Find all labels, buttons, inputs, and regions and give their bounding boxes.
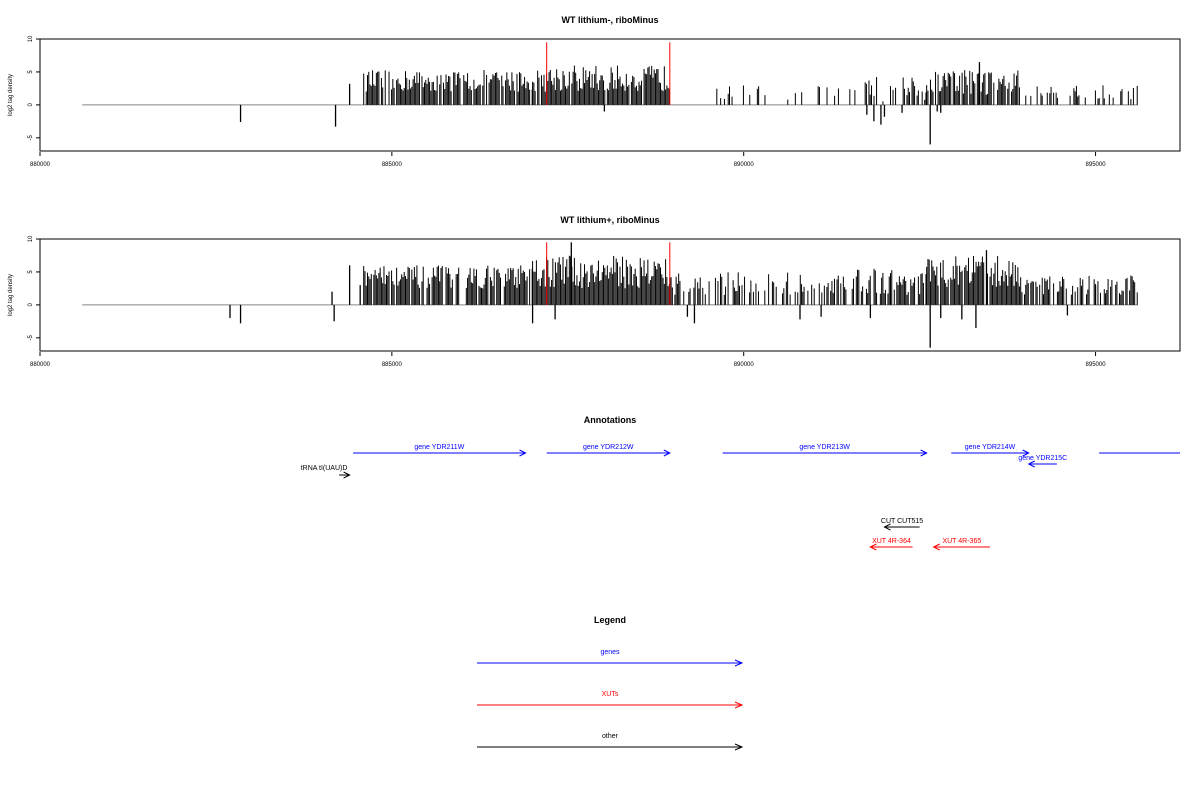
legend-title: Legend (594, 615, 626, 625)
axes: 880000 885000 890000 895000 -5 0 5 10 (28, 35, 1106, 168)
x-tick-label: 885000 (382, 162, 403, 168)
legend-entry: XUTs (477, 691, 744, 709)
x-tick-label: 880000 (30, 362, 51, 368)
arrow-head-right (663, 449, 671, 457)
plot-frame (39, 238, 1181, 352)
y-tick-label: 10 (28, 35, 34, 42)
y-tick-label: 10 (28, 235, 34, 242)
legend-entry: genes (477, 649, 744, 667)
panel-title: WT lithium+, riboMinus (560, 215, 659, 225)
y-tick-label: -5 (28, 334, 34, 340)
y-axis-label: log2 tag density (8, 274, 14, 316)
legend-entries: genes XUTs other (477, 649, 744, 751)
track-panel-lithium-plus: WT lithium+, riboMinus log2 tag density … (8, 215, 1181, 368)
annotation-feature: XUT 4R-364 (869, 538, 913, 551)
annotation-feature: XUT 4R-365 (932, 538, 990, 551)
arrow-head-left (869, 543, 877, 551)
feature-label: XUT 4R-364 (872, 538, 911, 545)
y-axis-label: log2 tag density (8, 74, 14, 116)
annotation-feature: tRNA tI(UAU)D (301, 465, 351, 479)
x-tick-label: 885000 (382, 362, 403, 368)
annotation-feature: CUT CUT515 (881, 518, 923, 531)
annotation-track: Annotations gene YDR211W gene YDR212W gene… (301, 415, 1180, 551)
arrow-head-right (734, 659, 744, 667)
feature-label: CUT CUT515 (881, 518, 923, 525)
x-tick-label: 895000 (1086, 362, 1107, 368)
x-tick-label: 890000 (734, 362, 755, 368)
y-tick-label: 5 (28, 270, 34, 274)
legend-entry: other (477, 733, 744, 751)
arrow-head-left (883, 523, 891, 531)
arrow-head-right (734, 701, 744, 709)
annotation-feature: gene YDR213W (722, 444, 928, 457)
axes: 880000 885000 890000 895000 -5 0 5 10 (28, 235, 1106, 368)
annotation-feature: gene YDR215C (1018, 455, 1067, 468)
x-tick-label: 895000 (1086, 162, 1107, 168)
annotation-features: gene YDR211W gene YDR212W gene YDR213W gene… (301, 444, 1180, 551)
annotation-feature: gene YDR211W (353, 444, 527, 457)
y-tick-label: 5 (28, 70, 34, 74)
plot-marks (82, 242, 1138, 348)
feature-label: gene YDR213W (799, 444, 850, 451)
annotations-title: Annotations (584, 415, 637, 425)
x-tick-label: 890000 (734, 162, 755, 168)
legend: Legend genes XUTs other (477, 615, 744, 751)
annotation-feature: gene YDR214W (951, 444, 1030, 457)
x-tick-label: 880000 (30, 162, 51, 168)
arrow-head-left (1027, 460, 1035, 468)
feature-label: gene YDR211W (414, 444, 464, 451)
legend-label: genes (600, 649, 620, 656)
feature-label: gene YDR215C (1018, 455, 1067, 462)
y-tick-label: 0 (28, 103, 34, 107)
panel-title: WT lithium-, riboMinus (562, 15, 659, 25)
arrow-head-right (734, 743, 744, 751)
arrow-head-right (920, 449, 928, 457)
plot-frame (39, 38, 1181, 152)
y-tick-label: -5 (28, 134, 34, 140)
arrow-head-right (343, 471, 351, 479)
legend-label: other (602, 733, 619, 740)
feature-label: gene YDR212W (583, 444, 634, 451)
legend-label: XUTs (602, 691, 619, 698)
feature-label: XUT 4R-365 (942, 538, 981, 545)
plot-marks (82, 42, 1138, 145)
arrow-head-left (932, 543, 940, 551)
track-panel-lithium-minus: WT lithium-, riboMinus log2 tag density … (8, 15, 1181, 168)
annotation-feature: gene YDR212W (546, 444, 671, 457)
feature-label: tRNA tI(UAU)D (301, 465, 348, 472)
arrow-head-right (519, 449, 527, 457)
y-tick-label: 0 (28, 303, 34, 307)
feature-label: gene YDR214W (965, 444, 1016, 451)
arrow-head-right (1022, 449, 1030, 457)
